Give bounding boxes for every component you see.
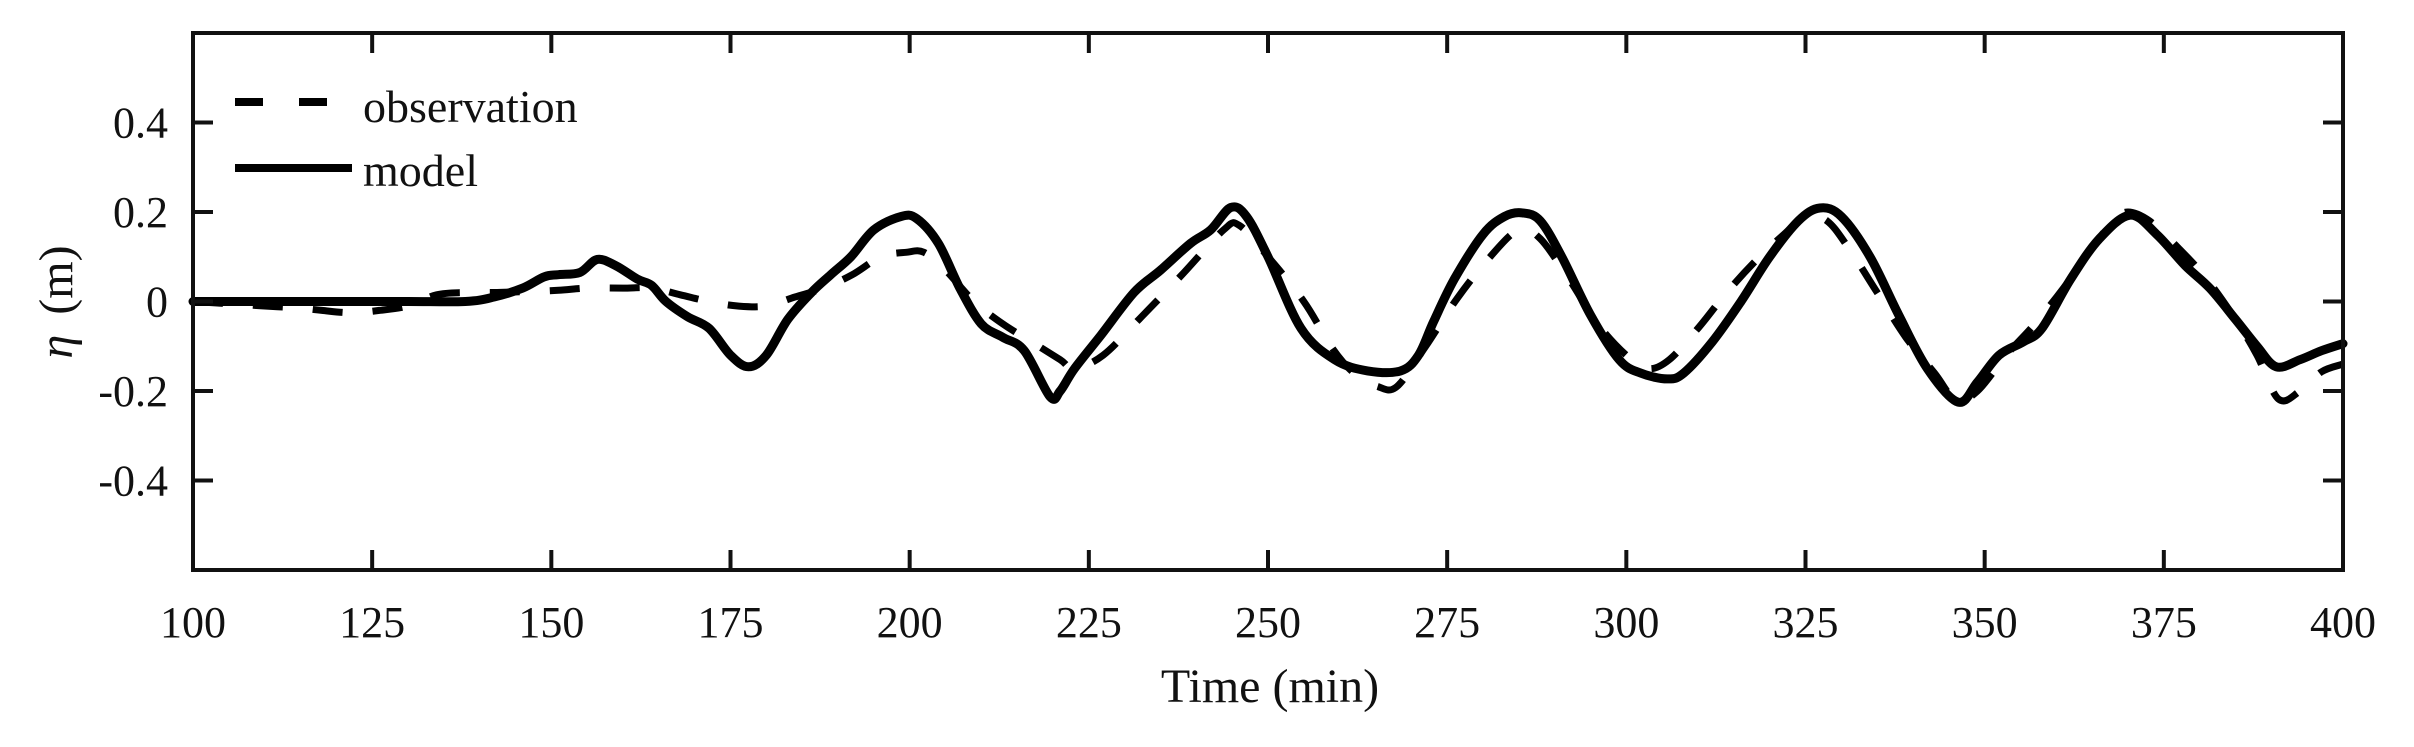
legend-model-label: model bbox=[363, 145, 478, 196]
series-observation bbox=[192, 208, 2345, 405]
x-tick-label: 175 bbox=[698, 598, 764, 647]
x-tick-label: 375 bbox=[2131, 598, 2197, 647]
x-tick-label: 100 bbox=[160, 598, 226, 647]
x-tick-label: 150 bbox=[518, 598, 584, 647]
y-axis-ticks: -0.4 -0.2 0 0.2 0.4 bbox=[98, 99, 2343, 506]
legend-observation-label: observation bbox=[363, 81, 578, 132]
x-axis-label: Time (min) bbox=[1161, 660, 1379, 713]
svg-text:η (m): η (m) bbox=[30, 245, 83, 358]
series-layer bbox=[188, 202, 2348, 407]
y-axis-symbol: η bbox=[30, 335, 83, 359]
y-tick-label: 0.4 bbox=[113, 99, 168, 148]
x-tick-label: 300 bbox=[1593, 598, 1659, 647]
x-tick-label: 325 bbox=[1773, 598, 1839, 647]
x-tick-label: 125 bbox=[339, 598, 405, 647]
y-axis-label: η (m) bbox=[30, 245, 83, 358]
x-tick-label: 200 bbox=[877, 598, 943, 647]
x-tick-label: 275 bbox=[1414, 598, 1480, 647]
series-model bbox=[188, 202, 2348, 407]
y-tick-label: -0.2 bbox=[98, 367, 168, 416]
x-tick-label: 350 bbox=[1952, 598, 2018, 647]
x-tick-label: 250 bbox=[1235, 598, 1301, 647]
legend: observation model bbox=[235, 81, 578, 196]
x-tick-label: 225 bbox=[1056, 598, 1122, 647]
y-tick-label: 0 bbox=[146, 278, 168, 327]
plot-area: 100 125 150 175 200 225 250 275 300 325 350 375 400 … bbox=[98, 31, 2376, 647]
y-tick-label: 0.2 bbox=[113, 188, 168, 237]
y-axis-unit: (m) bbox=[30, 245, 83, 314]
y-tick-label: -0.4 bbox=[98, 457, 168, 506]
x-tick-label: 400 bbox=[2310, 598, 2376, 647]
x-axis-ticks: 100 125 150 175 200 225 250 275 300 325 350 375 400 bbox=[160, 33, 2376, 647]
